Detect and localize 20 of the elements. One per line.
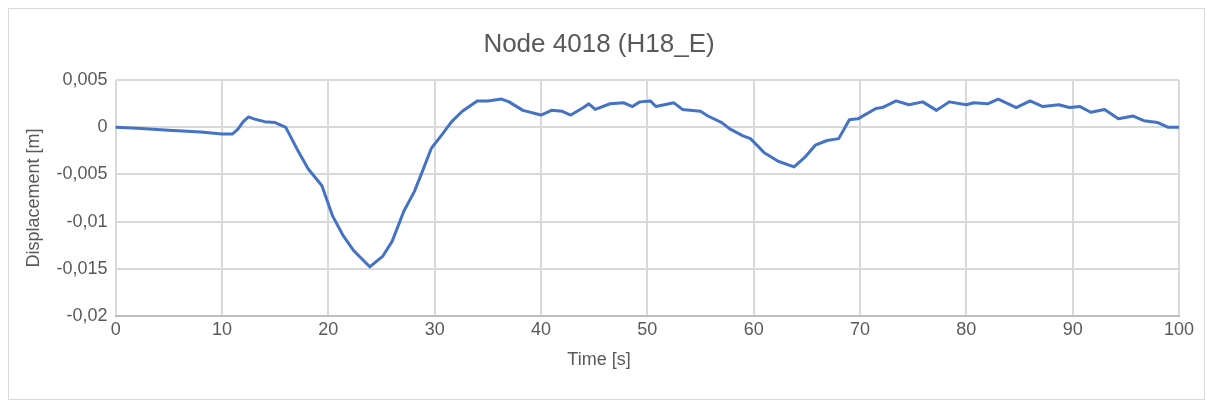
y-tick-label: -0,02 bbox=[66, 304, 108, 325]
y-tick-label: -0,005 bbox=[56, 163, 108, 184]
x-tick-label: 30 bbox=[424, 318, 445, 339]
x-tick-label: 0 bbox=[110, 318, 121, 339]
x-tick-label: 100 bbox=[1163, 318, 1195, 339]
chart-title: Node 4018 (H18_E) bbox=[483, 27, 715, 58]
x-tick-label: 10 bbox=[211, 318, 232, 339]
y-tick-label: 0,005 bbox=[62, 69, 108, 90]
y-axis-title: Displacement [m] bbox=[22, 128, 43, 268]
y-tick-label: -0,01 bbox=[66, 210, 108, 231]
x-tick-label: 90 bbox=[1062, 318, 1083, 339]
x-tick-label: 20 bbox=[318, 318, 339, 339]
x-tick-label: 50 bbox=[637, 318, 658, 339]
x-tick-label: 60 bbox=[743, 318, 764, 339]
y-tick-label: 0 bbox=[97, 116, 108, 137]
x-tick-label: 40 bbox=[530, 318, 551, 339]
x-tick-label: 80 bbox=[956, 318, 977, 339]
y-tick-label: -0,015 bbox=[56, 257, 108, 278]
x-tick-label: 70 bbox=[849, 318, 871, 339]
x-axis-title: Time [s] bbox=[567, 349, 631, 370]
